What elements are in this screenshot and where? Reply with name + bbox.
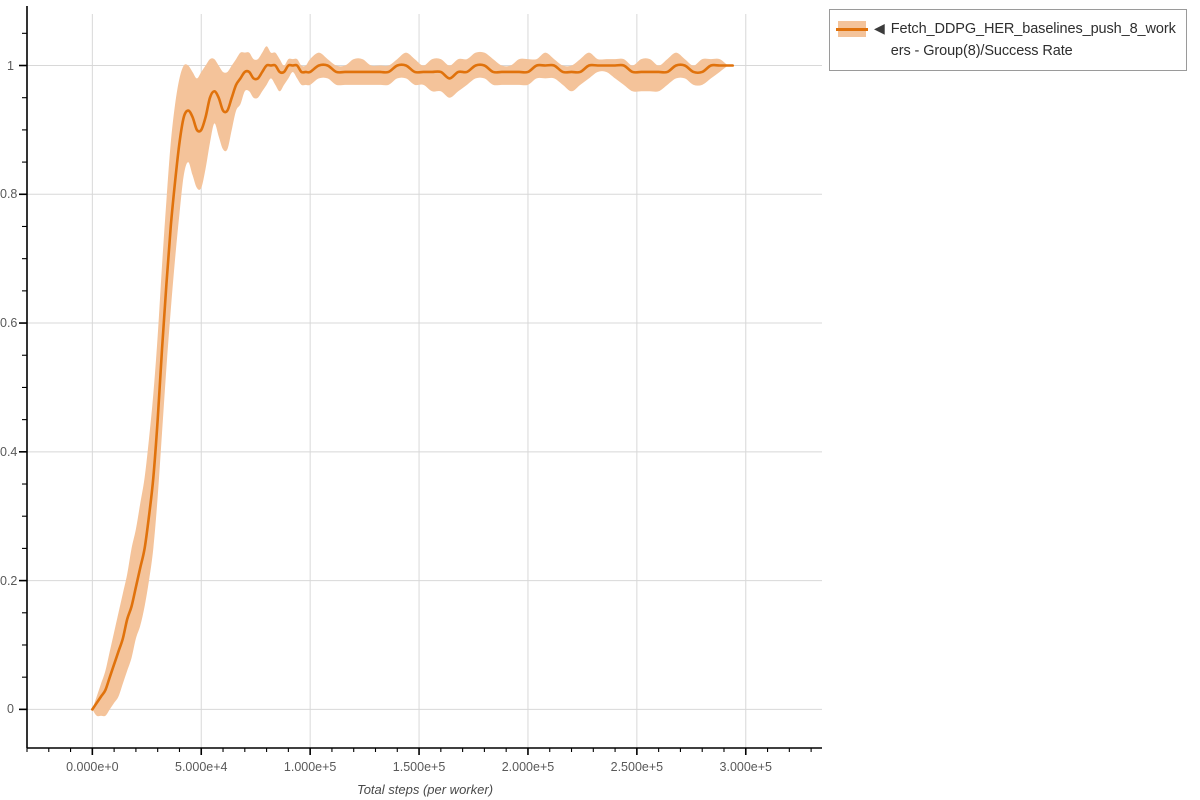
y-tick-label: 0: [7, 702, 14, 717]
legend-collapse-triangle-icon[interactable]: ◀: [874, 20, 885, 36]
gridlines: [27, 14, 822, 748]
y-tick-label: 0.4: [0, 444, 18, 459]
y-tick-label: 1: [7, 58, 14, 73]
mean-line: [91, 63, 734, 711]
x-tick-label: 1.500e+5: [392, 760, 446, 774]
axis-spines: [26, 6, 822, 749]
chart-legend[interactable]: ◀ Fetch_DDPG_HER_baselines_push_8_worker…: [829, 9, 1187, 71]
x-axis-label: Total steps (per worker): [356, 782, 494, 797]
x-tick-label: 3.000e+5: [719, 760, 773, 774]
x-tick-label: 2.500e+5: [610, 760, 664, 774]
x-tick-label: 5.000e+4: [174, 760, 228, 774]
legend-entry-label: Fetch_DDPG_HER_baselines_push_8_workers …: [890, 21, 1176, 59]
x-tick-label: 1.000e+5: [283, 760, 337, 774]
legend-line-swatch: [836, 28, 868, 31]
legend-color-swatch: [836, 19, 868, 39]
x-tick-label: 0.000e+0: [66, 760, 119, 774]
y-tick-label: 0.8: [0, 187, 18, 202]
y-tick-label: 0.2: [0, 573, 18, 588]
axis-ticks: [19, 32, 812, 755]
y-tick-label: 0.6: [0, 316, 18, 331]
x-tick-label: 2.000e+5: [501, 760, 555, 774]
